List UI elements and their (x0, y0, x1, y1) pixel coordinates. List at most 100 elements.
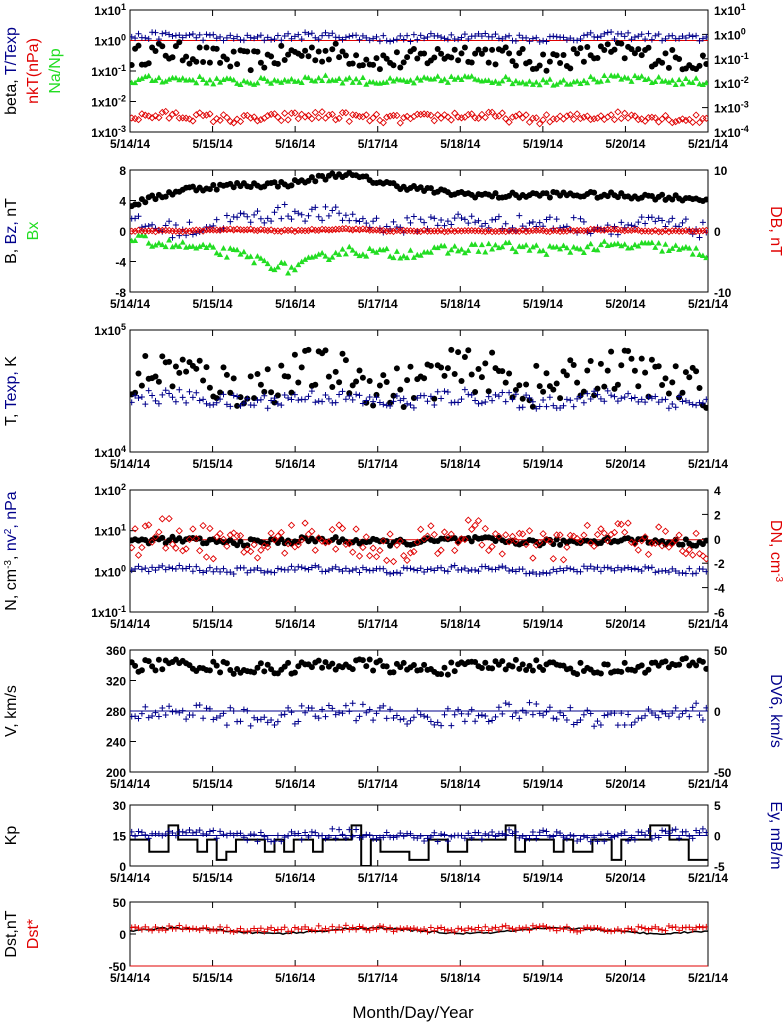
data-point (642, 712, 649, 719)
data-point (325, 111, 333, 119)
data-point (461, 927, 468, 934)
x-axis-label: Month/Day/Year (352, 1003, 474, 1022)
data-point (475, 829, 482, 836)
data-point (152, 397, 159, 404)
data-point (298, 258, 305, 265)
data-point (312, 399, 319, 406)
data-point (692, 227, 700, 235)
data-point (414, 36, 421, 43)
data-point (353, 391, 360, 398)
data-point (458, 396, 465, 403)
data-point (274, 32, 281, 39)
data-point (353, 250, 360, 256)
data-point (458, 215, 465, 222)
data-point (662, 375, 669, 382)
data-point (560, 242, 567, 249)
data-point (145, 714, 152, 721)
data-point (311, 108, 319, 117)
data-point (322, 713, 329, 720)
data-point (227, 403, 234, 410)
data-point (285, 30, 292, 37)
data-point (135, 563, 142, 570)
data-point (665, 830, 672, 837)
data-point (383, 55, 390, 62)
data-point (624, 519, 632, 527)
data-point (495, 227, 503, 236)
data-point (336, 566, 343, 573)
data-point (591, 33, 598, 40)
data-point (458, 710, 465, 717)
data-point (676, 393, 683, 400)
data-point (634, 115, 642, 124)
data-point (495, 704, 502, 711)
data-point (451, 928, 458, 935)
data-point (536, 710, 543, 717)
data-point (142, 199, 149, 206)
data-point (614, 564, 621, 571)
data-point (264, 926, 271, 933)
data-point (281, 56, 288, 63)
data-point (628, 355, 635, 362)
data-point (308, 828, 315, 835)
data-point (271, 209, 278, 216)
data-point (148, 538, 156, 546)
data-point (151, 533, 160, 541)
data-point (441, 242, 448, 249)
data-point (560, 567, 567, 574)
data-point (257, 716, 264, 723)
data-point (162, 711, 169, 718)
data-point (386, 112, 394, 120)
data-point (257, 660, 264, 667)
data-point (186, 219, 193, 226)
data-point (505, 538, 513, 546)
data-point (404, 32, 411, 39)
data-point (427, 565, 434, 572)
data-point (635, 566, 642, 573)
data-point (519, 530, 527, 538)
data-point (295, 718, 302, 725)
data-point (468, 538, 475, 545)
data-point (203, 364, 210, 371)
data-point (461, 718, 468, 725)
data-point (291, 669, 298, 676)
data-point (244, 542, 251, 549)
data-point (482, 398, 489, 405)
data-point (540, 396, 547, 403)
data-point (315, 715, 322, 722)
data-point (285, 51, 292, 58)
data-point (349, 79, 356, 85)
data-point (573, 226, 581, 235)
data-point (652, 78, 659, 84)
data-point (284, 540, 292, 548)
data-point (213, 927, 220, 934)
data-point (512, 248, 519, 255)
data-point (509, 925, 516, 932)
data-point (230, 529, 238, 537)
data-point (390, 392, 397, 399)
data-point (451, 227, 459, 236)
data-point (546, 228, 554, 236)
data-point (427, 111, 435, 119)
data-point (193, 563, 200, 570)
data-point (618, 395, 625, 402)
data-point (376, 66, 383, 73)
data-point (676, 35, 683, 42)
y-right-axis-label: DN, cm-3 (767, 520, 783, 583)
data-point (339, 568, 346, 575)
data-point (421, 661, 428, 668)
data-point (387, 225, 394, 232)
data-point (387, 253, 394, 259)
data-point (472, 241, 479, 247)
data-point (696, 62, 703, 69)
data-point (475, 76, 482, 83)
data-point (669, 379, 676, 386)
data-point (355, 552, 364, 560)
data-point (465, 830, 472, 837)
data-point (251, 81, 258, 87)
data-point (132, 833, 139, 840)
data-point (580, 925, 587, 932)
data-point (693, 368, 700, 375)
data-point (285, 213, 292, 220)
data-point (641, 117, 649, 125)
data-point (274, 183, 281, 190)
